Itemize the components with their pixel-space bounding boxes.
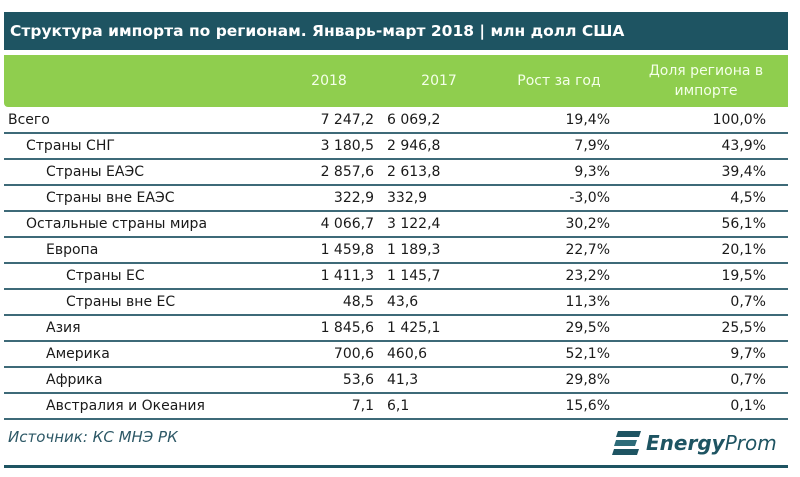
table-header: 2018 2017 Рост за год Доля региона в имп…: [4, 55, 788, 107]
value-2017: 332,9: [387, 190, 428, 206]
value-2018: 1 845,6: [320, 320, 374, 336]
value-2017: 1 189,3: [387, 242, 441, 258]
row-name: Америка: [46, 346, 110, 362]
column-header-2018: 2018: [311, 73, 347, 89]
value-2017: 3 122,4: [387, 216, 441, 232]
table-row: Страны вне ЕАЭС 322,9 332,9 -3,0% 4,5%: [4, 186, 788, 212]
value-share: 39,4%: [721, 164, 766, 180]
column-header-share: Доля региона в импорте: [648, 63, 764, 99]
value-growth: -3,0%: [569, 190, 610, 206]
value-share: 0,7%: [730, 372, 766, 388]
logo-text: EnergyProm: [646, 431, 777, 455]
logo-text-bold: Energy: [646, 431, 725, 455]
value-share: 0,1%: [730, 398, 766, 414]
value-2018: 4 066,7: [320, 216, 374, 232]
value-2017: 1 425,1: [387, 320, 441, 336]
table-row: Европа 1 459,8 1 189,3 22,7% 20,1%: [4, 238, 788, 264]
value-2018: 1 411,3: [320, 268, 374, 284]
value-share: 20,1%: [721, 242, 766, 258]
column-header-growth: Рост за год: [517, 73, 601, 89]
row-name: Страны ЕАЭС: [46, 164, 145, 180]
value-growth: 30,2%: [565, 216, 610, 232]
row-name: Страны вне ЕАЭС: [46, 190, 175, 206]
energyprom-logo: EnergyProm: [612, 430, 777, 456]
value-share: 19,5%: [721, 268, 766, 284]
value-growth: 23,2%: [565, 268, 610, 284]
table-row: Страны ЕС 1 411,3 1 145,7 23,2% 19,5%: [4, 264, 788, 290]
value-2018: 53,6: [342, 372, 374, 388]
value-growth: 9,3%: [574, 164, 610, 180]
table-row: Америка 700,6 460,6 52,1% 9,7%: [4, 342, 788, 368]
energyprom-e-icon: [612, 431, 641, 455]
row-name: Страны ЕС: [66, 268, 145, 284]
source-note: Источник: КС МНЭ РК: [8, 428, 178, 446]
value-2017: 43,6: [387, 294, 419, 310]
value-2017: 6 069,2: [387, 112, 441, 128]
table-row: Австралия и Океания 7,1 6,1 15,6% 0,1%: [4, 394, 788, 420]
table-title: Структура импорта по регионам. Январь-ма…: [4, 12, 788, 50]
row-name: Страны СНГ: [26, 138, 115, 154]
table-row: Всего 7 247,2 6 069,2 19,4% 100,0%: [4, 108, 788, 134]
value-growth: 7,9%: [574, 138, 610, 154]
row-name: Азия: [46, 320, 81, 336]
import-table: Всего 7 247,2 6 069,2 19,4% 100,0% Стран…: [4, 108, 788, 420]
row-name: Всего: [8, 112, 50, 128]
value-2018: 322,9: [333, 190, 374, 206]
table-row: Страны СНГ 3 180,5 2 946,8 7,9% 43,9%: [4, 134, 788, 160]
logo-text-regular: Prom: [724, 431, 777, 455]
value-growth: 29,8%: [565, 372, 610, 388]
table-row: Азия 1 845,6 1 425,1 29,5% 25,5%: [4, 316, 788, 342]
value-share: 56,1%: [721, 216, 766, 232]
table-row: Африка 53,6 41,3 29,8% 0,7%: [4, 368, 788, 394]
table-row: Страны вне ЕС 48,5 43,6 11,3% 0,7%: [4, 290, 788, 316]
value-growth: 22,7%: [565, 242, 610, 258]
value-2017: 6,1: [387, 398, 410, 414]
value-2017: 460,6: [387, 346, 428, 362]
value-2017: 2 613,8: [387, 164, 441, 180]
value-share: 0,7%: [730, 294, 766, 310]
row-name: Остальные страны мира: [26, 216, 208, 232]
value-2018: 7,1: [351, 398, 374, 414]
value-2017: 2 946,8: [387, 138, 441, 154]
value-growth: 19,4%: [565, 112, 610, 128]
row-name: Африка: [46, 372, 103, 388]
row-name: Страны вне ЕС: [66, 294, 176, 310]
column-header-2017: 2017: [421, 73, 457, 89]
value-2018: 48,5: [342, 294, 374, 310]
value-share: 4,5%: [730, 190, 766, 206]
value-growth: 52,1%: [565, 346, 610, 362]
value-2018: 7 247,2: [320, 112, 374, 128]
value-2017: 41,3: [387, 372, 419, 388]
bottom-divider: [4, 465, 788, 468]
table-row: Страны ЕАЭС 2 857,6 2 613,8 9,3% 39,4%: [4, 160, 788, 186]
value-2017: 1 145,7: [387, 268, 441, 284]
value-2018: 1 459,8: [320, 242, 374, 258]
value-share: 9,7%: [730, 346, 766, 362]
value-growth: 15,6%: [565, 398, 610, 414]
value-2018: 3 180,5: [320, 138, 374, 154]
table-row: Остальные страны мира 4 066,7 3 122,4 30…: [4, 212, 788, 238]
value-share: 43,9%: [721, 138, 766, 154]
value-growth: 29,5%: [565, 320, 610, 336]
value-share: 100,0%: [712, 112, 766, 128]
value-2018: 2 857,6: [320, 164, 374, 180]
value-share: 25,5%: [721, 320, 766, 336]
value-2018: 700,6: [333, 346, 374, 362]
row-name: Европа: [46, 242, 99, 258]
value-growth: 11,3%: [565, 294, 610, 310]
row-name: Австралия и Океания: [46, 398, 205, 414]
